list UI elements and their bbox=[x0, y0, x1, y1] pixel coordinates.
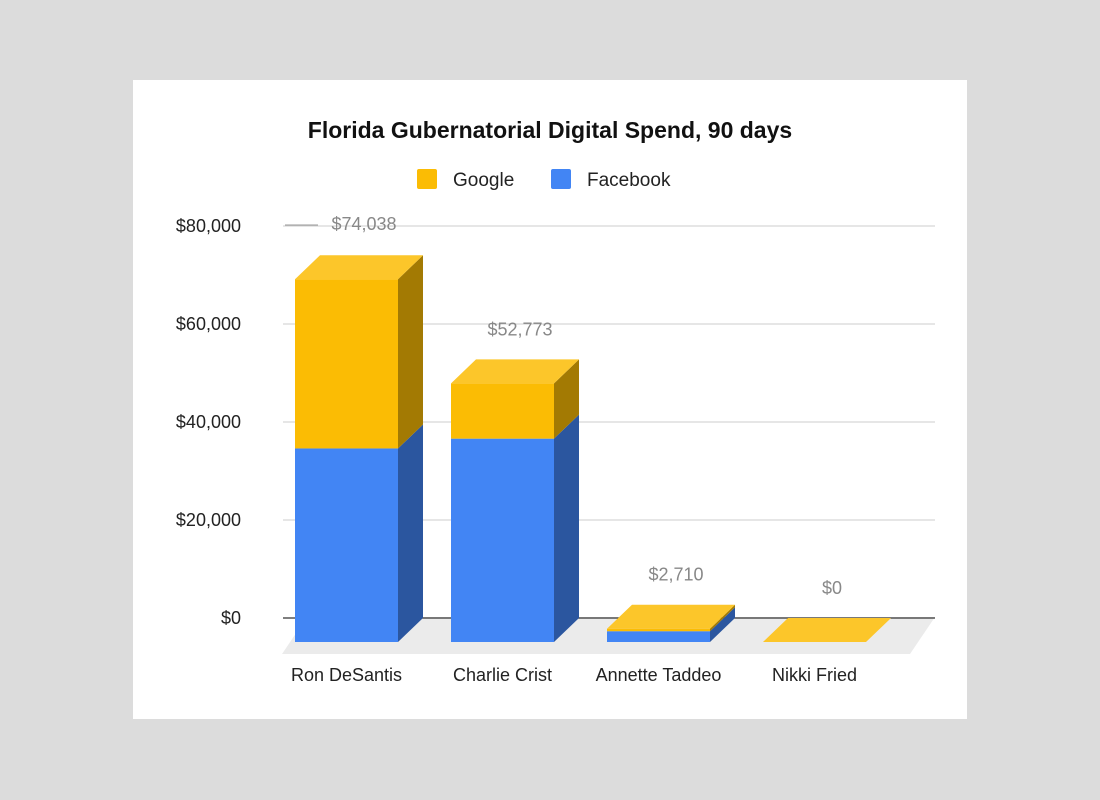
bar-google-side bbox=[398, 255, 423, 449]
category-label: Charlie Crist bbox=[453, 665, 552, 685]
legend-swatch bbox=[417, 169, 437, 189]
y-tick-label: $0 bbox=[221, 608, 241, 628]
bar-facebook-side bbox=[554, 414, 579, 642]
bars bbox=[295, 255, 891, 642]
bar-stack-charlie-crist bbox=[451, 359, 579, 642]
category-labels: Ron DeSantis Charlie Crist Annette Taddeo N… bbox=[291, 665, 857, 685]
bar-google-front bbox=[451, 383, 554, 439]
chart-card: Florida Gubernatorial Digital Spend, 90 … bbox=[133, 80, 967, 719]
total-label: $74,038 bbox=[331, 214, 396, 234]
bar-facebook-front bbox=[607, 631, 710, 642]
y-tick-label: $80,000 bbox=[176, 216, 241, 236]
bar-google-front bbox=[607, 628, 710, 632]
y-tick-label: $40,000 bbox=[176, 412, 241, 432]
bar-google-side bbox=[710, 604, 735, 632]
y-tick-label: $60,000 bbox=[176, 314, 241, 334]
category-label: Annette Taddeo bbox=[596, 665, 722, 685]
bar-facebook-side bbox=[710, 607, 735, 642]
category-label: Ron DeSantis bbox=[291, 665, 402, 685]
legend-label: Google bbox=[453, 170, 514, 191]
bar-top-cap bbox=[607, 604, 735, 629]
chart-title: Florida Gubernatorial Digital Spend, 90 … bbox=[308, 117, 792, 143]
bar-stack-nikki-fried bbox=[763, 618, 891, 642]
bar-top-cap bbox=[451, 359, 579, 384]
total-labels: $74,038 $52,773 $2,710 $0 bbox=[285, 214, 842, 598]
bar-top-cap bbox=[295, 255, 423, 280]
bar-stack-annette-taddeo bbox=[607, 604, 735, 642]
total-label: $0 bbox=[822, 578, 842, 598]
chart-svg: Florida Gubernatorial Digital Spend, 90 … bbox=[176, 117, 935, 685]
y-tick-label: $20,000 bbox=[176, 510, 241, 530]
legend: Google Facebook bbox=[417, 169, 671, 191]
total-label: $2,710 bbox=[648, 565, 703, 585]
y-axis-ticks: $0 $20,000 $40,000 $60,000 $80,000 bbox=[176, 216, 241, 628]
total-label: $52,773 bbox=[487, 319, 552, 339]
bar-facebook-front bbox=[295, 448, 398, 642]
bar-facebook-front bbox=[451, 438, 554, 642]
legend-label: Facebook bbox=[587, 170, 671, 191]
bar-google-front bbox=[295, 279, 398, 449]
bar-top-cap bbox=[763, 618, 891, 642]
bar-google-side bbox=[554, 359, 579, 439]
bar-stack-ron-desantis bbox=[295, 255, 423, 642]
category-label: Nikki Fried bbox=[772, 665, 857, 685]
legend-swatch bbox=[551, 169, 571, 189]
bar-facebook-side bbox=[398, 424, 423, 642]
